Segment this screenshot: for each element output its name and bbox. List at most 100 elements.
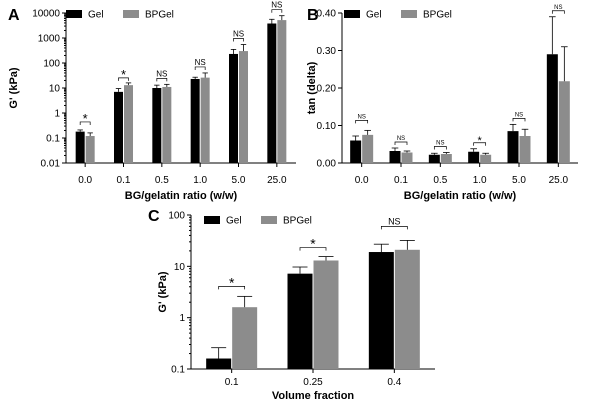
significance-label: NS [156,69,167,78]
y-tick-label: 0.00 [317,159,337,170]
x-tick-label: 25.0 [267,175,287,186]
panel-c: C 0.1 1 10 100 0.1 * 0.25 * 0.4 NS G' (kPa) Volume f… [148,208,435,402]
significance-label: NS [397,136,405,142]
bar-bpgel [232,307,258,369]
x-axis-label: BG/gelatin ratio (w/w) [404,190,517,202]
bar-bpgel [124,85,133,163]
significance-label: * [229,274,235,290]
panel-letter: C [148,208,160,225]
y-tick-label: 1000 [38,34,61,45]
legend-label: Gel [88,10,104,21]
x-tick-label: 0.1 [117,175,131,186]
significance-bracket [433,146,447,150]
x-tick-label: 0.1 [394,175,408,186]
bar-bpgel [480,154,492,163]
bar-bpgel [313,260,339,369]
x-tick-label: 5.0 [512,175,526,186]
y-tick-label: 0.40 [317,9,337,20]
legend-swatch-gel [204,216,220,224]
significance-label: * [83,111,88,126]
y-tick-label: 100 [168,211,185,222]
significance-label: * [478,135,483,147]
bar-bpgel [401,152,413,163]
significance-bracket [218,286,246,290]
significance-label: NS [515,112,523,118]
bar-bpgel [200,77,210,163]
x-tick-label: 0.0 [78,175,92,186]
significance-label: NS [357,114,365,120]
bar-gel [190,78,200,163]
y-tick-label: 0.10 [317,121,337,132]
bar-bpgel [239,51,248,163]
bar-gel [507,131,519,163]
significance-bracket [473,142,487,146]
x-tick-label: 0.4 [387,377,401,388]
y-tick-label: 100 [43,59,60,70]
significance-bracket [551,10,565,14]
significance-bracket [394,141,408,145]
bar-gel [287,273,313,369]
x-tick-label: 1.0 [473,175,487,186]
bar-gel [389,151,401,163]
bar-bpgel [362,134,374,163]
bar-gel [546,54,558,163]
y-tick-label: 1 [54,109,60,120]
bar-gel [114,91,123,163]
x-tick-label: 0.25 [303,377,323,388]
bar-gel [428,154,440,163]
bar-gel [206,358,232,369]
significance-label: * [310,236,316,252]
bar-bpgel [394,249,420,369]
significance-bracket [79,121,91,125]
significance-bracket [233,38,244,42]
legend-label: BPGel [423,10,452,21]
significance-label: NS [271,1,282,10]
bar-gel [468,151,480,163]
y-tick-label: 0.1 [171,365,185,376]
significance-bracket [194,66,206,70]
x-tick-label: 5.0 [232,175,246,186]
legend-swatch-bpgel [261,216,277,224]
y-axis-label: tan (delta) [306,61,318,114]
significance-label: NS [195,58,206,67]
x-tick-label: 0.5 [433,175,447,186]
bar-bpgel [558,81,570,163]
x-tick-label: 25.0 [549,175,569,186]
y-tick-label: 0.20 [317,84,337,95]
x-tick-label: 0.1 [225,377,239,388]
legend-swatch-bpgel [401,10,417,18]
legend-label: BPGel [283,216,312,227]
panel-letter: B [307,7,319,24]
bar-gel [267,23,277,164]
y-tick-label: 0.30 [317,46,337,57]
y-tick-label: 0.01 [41,159,61,170]
bar-gel [350,140,362,163]
significance-bracket [118,77,129,81]
y-tick-label: 10000 [32,9,60,20]
panel-a: A 0.01 0.1 1 10 100 1000 10000 0.0 * 0.1 * 0.5 NS 1.0 N… [8,1,296,202]
legend-swatch-bpgel [123,10,139,18]
bar-gel [152,88,162,163]
significance-bracket [156,77,168,82]
significance-label: NS [554,5,562,11]
panel-b: B 0.00 0.10 0.20 0.30 0.40 0.0 NS 0.1 NS 0.5 NS 1.0 *… [306,5,578,202]
bar-bpgel [277,20,287,164]
panel-letter: A [8,7,20,24]
bar-bpgel [440,154,452,163]
significance-label: NS [233,29,244,38]
significance-label: NS [436,141,444,147]
legend-label: Gel [366,10,382,21]
bar-bpgel [519,136,531,163]
significance-bracket [271,9,283,13]
significance-label: * [121,67,126,82]
significance-bracket [299,247,327,251]
significance-bracket [512,118,526,122]
legend-label: BPGel [145,10,174,21]
bar-bpgel [162,86,172,163]
y-tick-label: 1 [179,313,185,324]
y-tick-label: 0.1 [46,134,60,145]
legend-swatch-gel [344,10,360,18]
y-axis-label: G' (kPa) [157,271,169,312]
x-tick-label: 1.0 [193,175,207,186]
bar-gel [75,131,85,163]
